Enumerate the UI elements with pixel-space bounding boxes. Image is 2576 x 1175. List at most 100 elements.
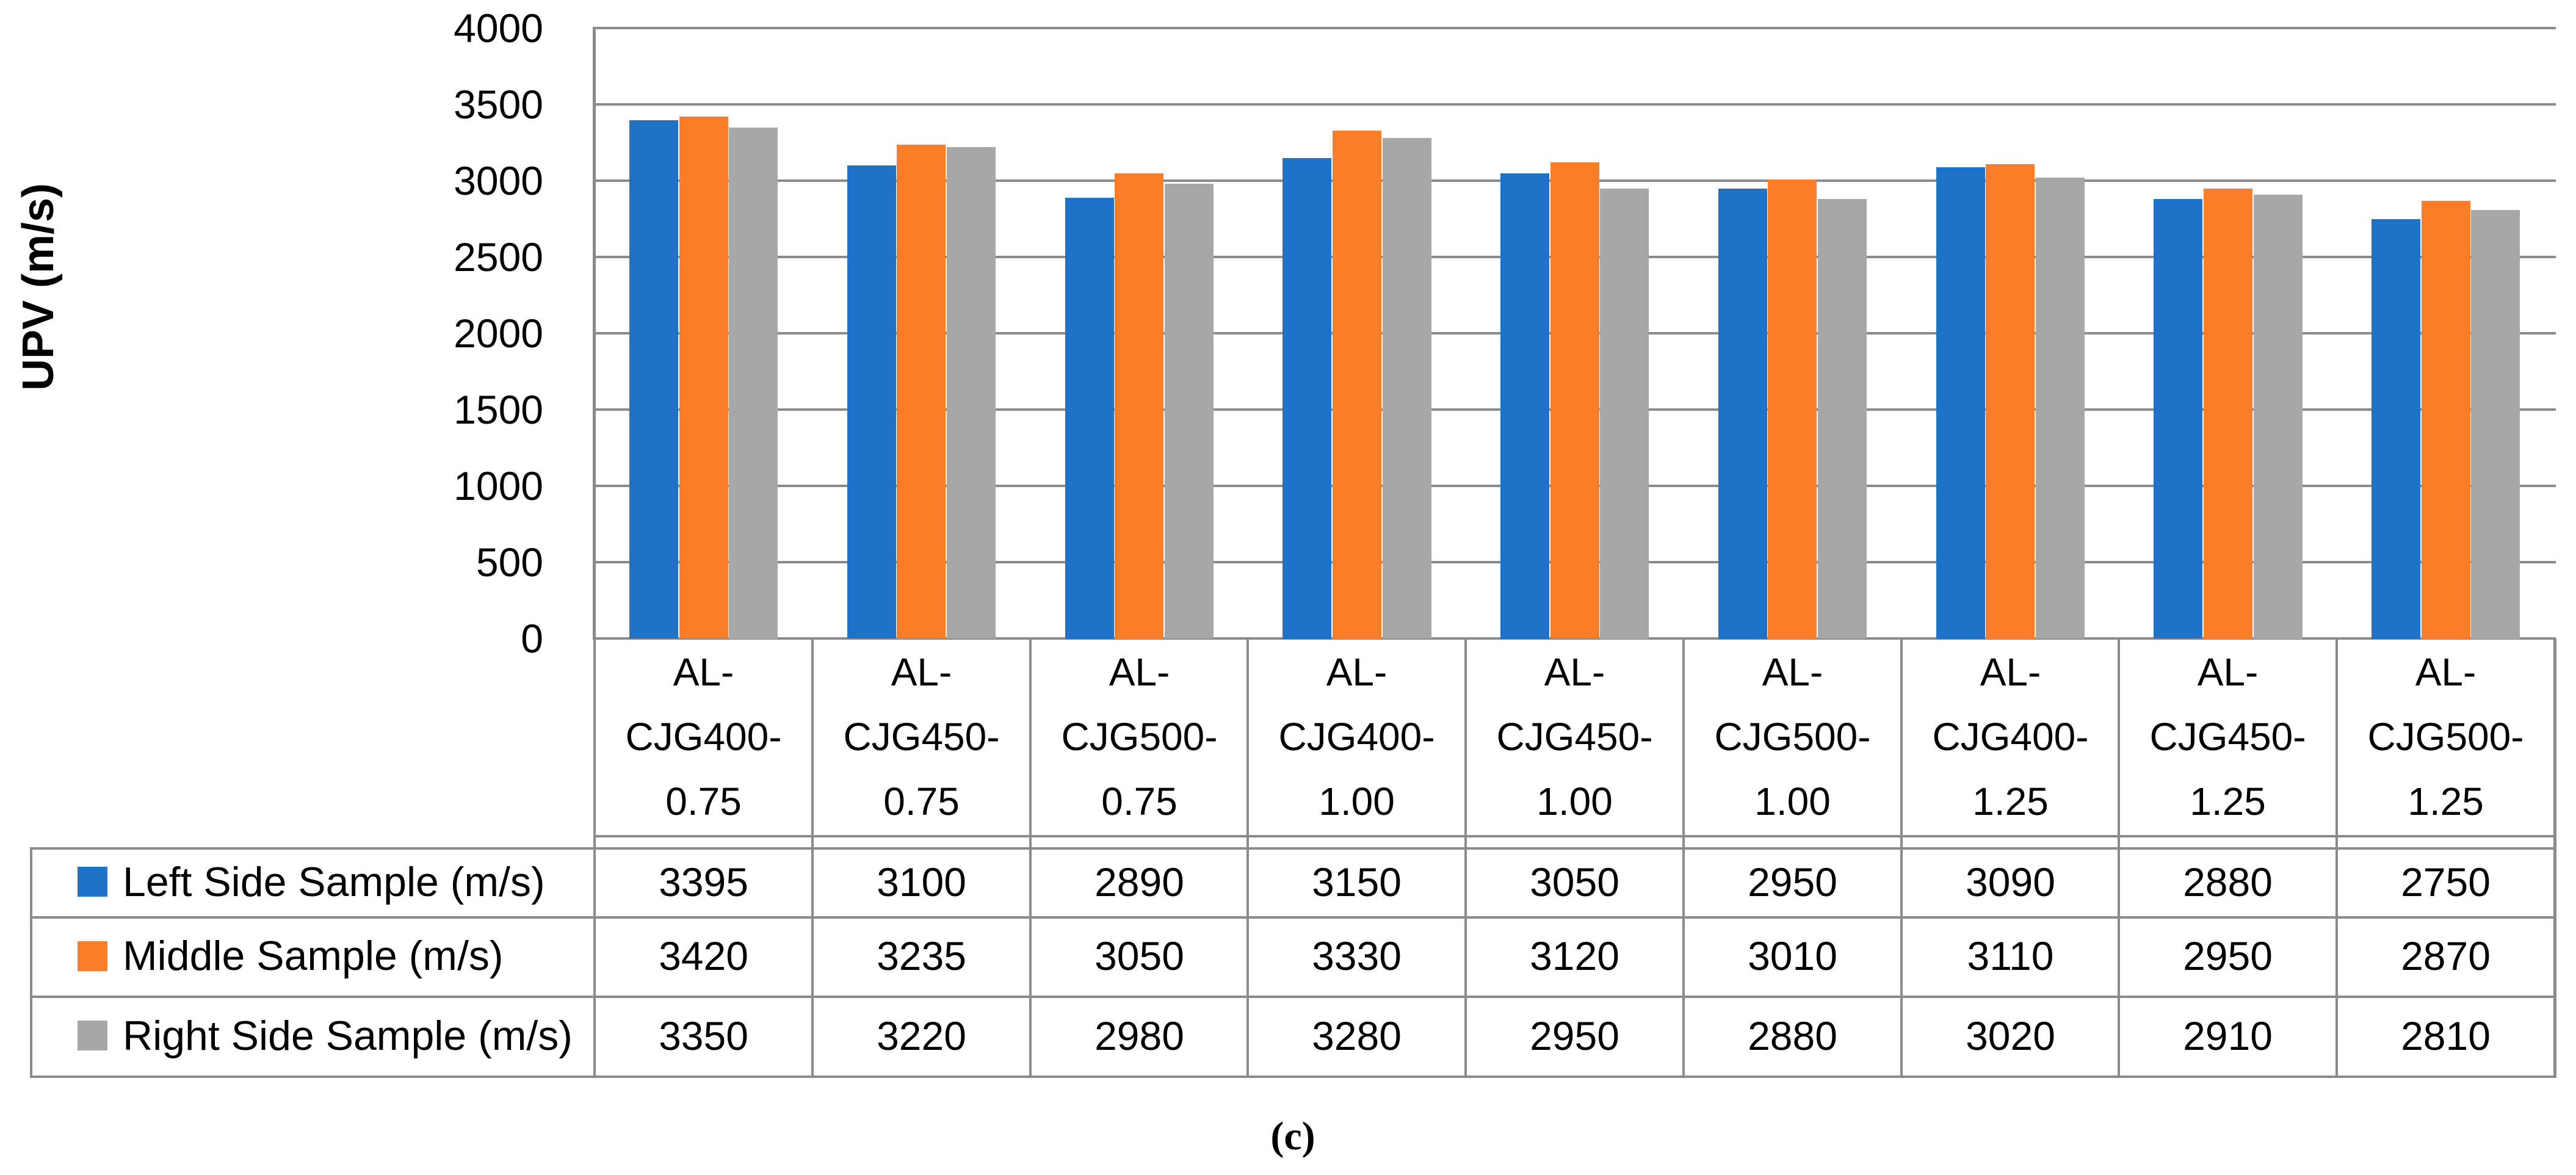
bar-left-side-sample-m-s-AL-CJG400-1.00 <box>1283 158 1331 639</box>
bar-middle-sample-m-s-AL-CJG400-1.25 <box>1986 164 2035 639</box>
table-column-line <box>2335 638 2338 1078</box>
value-cell: 3235 <box>877 933 966 978</box>
value-cell: 3020 <box>1966 1013 2055 1058</box>
y-tick-label: 3000 <box>454 158 543 203</box>
bar-left-side-sample-m-s-AL-CJG450-1.00 <box>1500 173 1549 639</box>
bar-left-side-sample-m-s-AL-CJG450-1.25 <box>2154 199 2202 638</box>
category-cell-AL-CJG450-1.25: AL- CJG450- 1.25 <box>2119 642 2337 831</box>
value-cell: 3120 <box>1530 933 1619 978</box>
category-line: 1.25 <box>1972 779 2049 823</box>
bar-middle-sample-m-s-AL-CJG450-1.25 <box>2204 189 2252 639</box>
bar-left-side-sample-m-s-AL-CJG500-1.00 <box>1718 189 1767 639</box>
category-cell-AL-CJG400-0.75: AL- CJG400- 0.75 <box>595 642 812 831</box>
category-line: CJG500- <box>1061 715 1218 759</box>
bar-right-side-sample-m-s-AL-CJG500-1.25 <box>2471 210 2520 639</box>
category-line: 0.75 <box>1101 779 1178 823</box>
bar-middle-sample-m-s-AL-CJG450-1.00 <box>1550 162 1599 638</box>
gridline <box>595 637 2556 640</box>
value-cell: 3280 <box>1312 1013 1402 1058</box>
series-name: Left Side Sample (m/s) <box>123 859 545 905</box>
category-line: AL- <box>2415 650 2477 694</box>
value-cell: 2980 <box>1094 1013 1184 1058</box>
y-tick-label: 1500 <box>454 387 543 432</box>
bar-left-side-sample-m-s-AL-CJG500-0.75 <box>1065 198 1114 639</box>
bar-middle-sample-m-s-AL-CJG400-0.75 <box>679 117 728 638</box>
category-cell-AL-CJG450-1.00: AL- CJG450- 1.00 <box>1466 642 1684 831</box>
bar-right-side-sample-m-s-AL-CJG450-1.00 <box>1600 189 1649 639</box>
y-tick-label: 1000 <box>454 463 543 508</box>
table-column-line <box>2118 638 2120 1078</box>
table-column-line <box>1246 638 1249 1078</box>
category-cell-AL-CJG500-1.25: AL- CJG500- 1.25 <box>2337 642 2555 831</box>
value-cell: 3050 <box>1530 859 1619 905</box>
gridline <box>595 27 2556 29</box>
bar-left-side-sample-m-s-AL-CJG500-1.25 <box>2372 219 2420 639</box>
category-line: 1.25 <box>2408 779 2484 823</box>
category-line: AL- <box>891 650 952 694</box>
series-name: Middle Sample (m/s) <box>123 933 504 979</box>
value-cell: 3090 <box>1966 859 2055 905</box>
value-cell: 2890 <box>1094 859 1184 905</box>
gridline <box>595 103 2556 106</box>
category-line: AL- <box>1326 650 1387 694</box>
table-frame-bottom-line <box>30 1076 2556 1078</box>
value-cell: 2950 <box>2183 933 2273 978</box>
category-cell-AL-CJG450-0.75: AL- CJG450- 0.75 <box>812 642 1030 831</box>
table-column-line <box>1900 638 1903 1078</box>
category-line: CJG450- <box>843 715 1000 759</box>
category-line: CJG400- <box>625 715 782 759</box>
series-label-cell: Left Side Sample (m/s) <box>30 847 595 916</box>
category-line: CJG400- <box>1932 715 2089 759</box>
category-line: 1.25 <box>2190 779 2266 823</box>
value-cell: 2750 <box>2401 859 2491 905</box>
value-cell: 3110 <box>1967 933 2054 978</box>
value-cell: 2950 <box>1748 859 1837 905</box>
category-line: AL- <box>2197 650 2259 694</box>
bar-middle-sample-m-s-AL-CJG500-0.75 <box>1115 173 1163 639</box>
category-line: 0.75 <box>665 779 742 823</box>
series-swatch-left-side-sample-m-s <box>78 867 107 897</box>
y-axis-line <box>593 27 596 640</box>
bar-right-side-sample-m-s-AL-CJG500-1.00 <box>1818 199 1867 638</box>
value-cell: 3220 <box>877 1013 966 1058</box>
table-header-bottom-line <box>595 835 2556 837</box>
category-line: 1.00 <box>1754 779 1831 823</box>
category-line: CJG450- <box>1496 715 1653 759</box>
table-column-line <box>811 638 814 1078</box>
bar-left-side-sample-m-s-AL-CJG400-0.75 <box>629 120 678 638</box>
figure-caption: (c) <box>1270 1114 1315 1159</box>
bar-right-side-sample-m-s-AL-CJG400-0.75 <box>729 128 778 639</box>
category-line: AL- <box>673 650 734 694</box>
bar-left-side-sample-m-s-AL-CJG450-0.75 <box>847 165 896 638</box>
table-column-line <box>2553 638 2556 1078</box>
bar-right-side-sample-m-s-AL-CJG400-1.25 <box>2036 178 2085 638</box>
category-cell-AL-CJG500-1.00: AL- CJG500- 1.00 <box>1684 642 1901 831</box>
y-tick-label: 2500 <box>454 234 543 280</box>
table-row-separator-line <box>30 916 2556 919</box>
category-line: CJG500- <box>2367 715 2524 759</box>
category-line: AL- <box>1980 650 2041 694</box>
bar-right-side-sample-m-s-AL-CJG400-1.00 <box>1383 138 1431 638</box>
category-line: AL- <box>1544 650 1605 694</box>
category-line: AL- <box>1762 650 1823 694</box>
table-row-separator-line <box>30 996 2556 998</box>
value-cell: 3050 <box>1094 933 1184 978</box>
y-tick-label: 2000 <box>454 311 543 356</box>
category-line: CJG450- <box>2149 715 2306 759</box>
y-tick-label: 4000 <box>454 5 543 51</box>
table-column-line <box>1682 638 1685 1078</box>
bar-right-side-sample-m-s-AL-CJG450-1.25 <box>2254 195 2303 639</box>
value-cell: 3010 <box>1748 933 1837 978</box>
bar-middle-sample-m-s-AL-CJG500-1.00 <box>1768 179 1817 639</box>
bar-right-side-sample-m-s-AL-CJG500-0.75 <box>1165 184 1214 638</box>
value-cell: 2870 <box>2401 933 2491 978</box>
value-cell: 3420 <box>659 933 748 978</box>
value-cell: 3100 <box>877 859 966 905</box>
series-name: Right Side Sample (m/s) <box>123 1013 573 1059</box>
category-line: AL- <box>1109 650 1170 694</box>
value-cell: 2880 <box>2183 859 2273 905</box>
series-swatch-middle-sample-m-s <box>78 941 107 971</box>
table-frame-top-line <box>30 847 2556 850</box>
bar-left-side-sample-m-s-AL-CJG400-1.25 <box>1936 167 1985 639</box>
